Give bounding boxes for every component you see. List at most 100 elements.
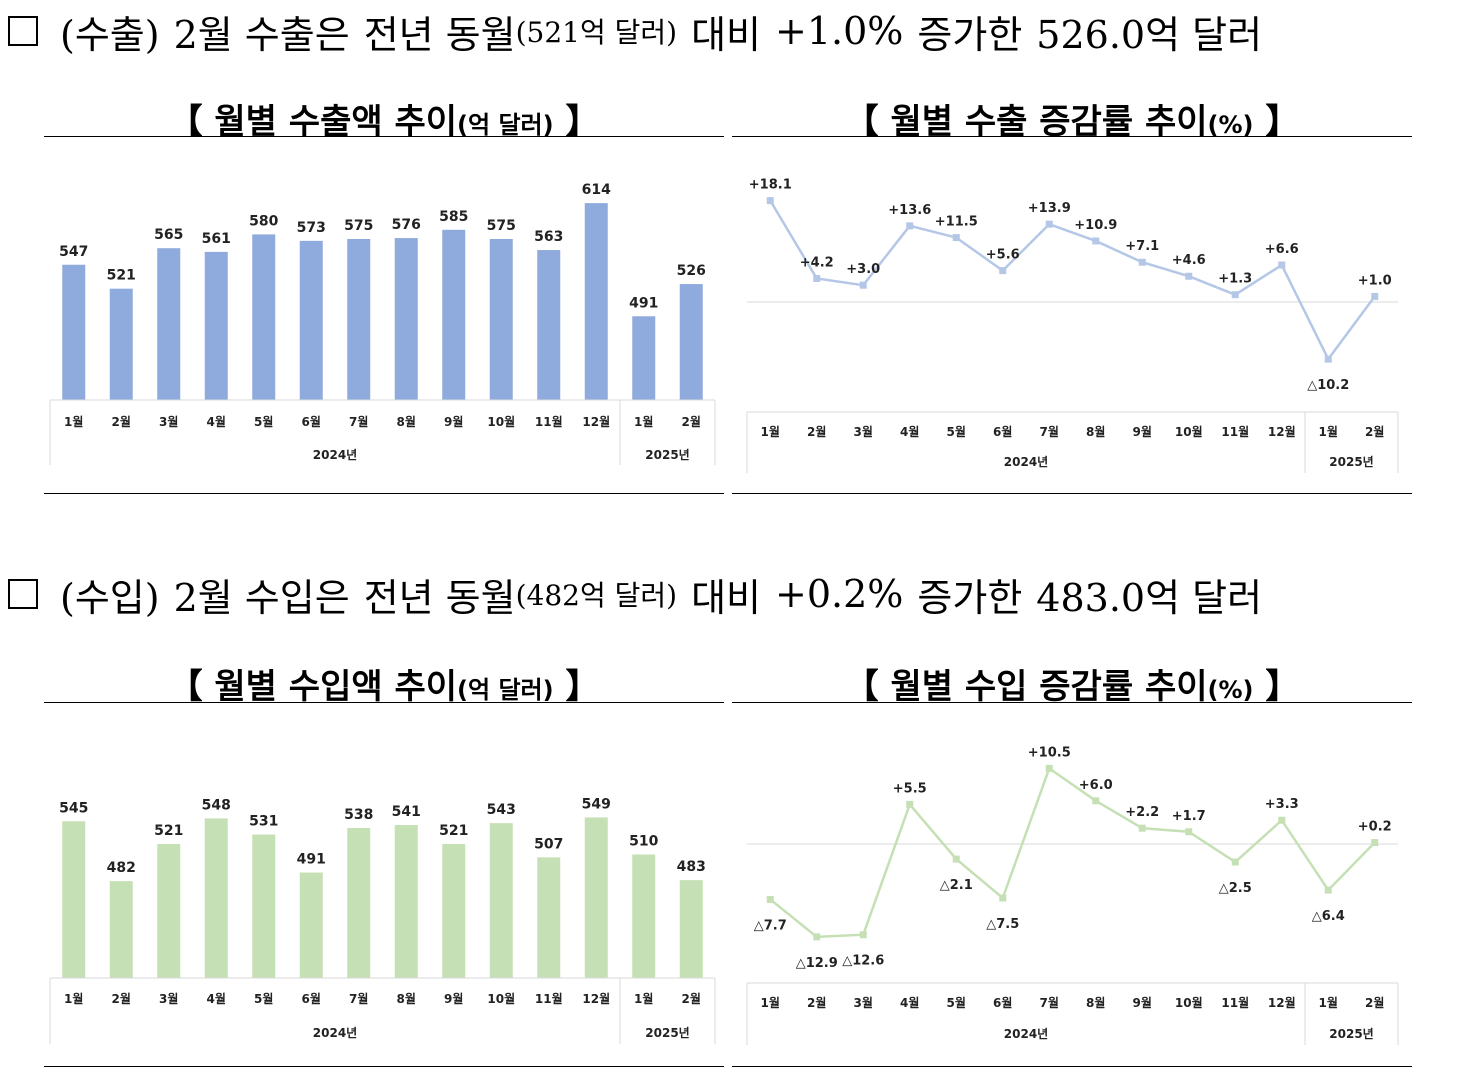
title-text: 【 월별 수출 증감률 추이 xyxy=(844,102,1208,142)
month-tick-label: 1월 xyxy=(634,991,653,1006)
month-tick-label: 4월 xyxy=(207,414,226,429)
data-point xyxy=(1371,839,1379,847)
data-label: 491 xyxy=(297,852,326,868)
data-point xyxy=(1092,797,1100,805)
title-text: 【 월별 수출액 추이 xyxy=(168,102,458,142)
month-tick-label: 11월 xyxy=(535,991,563,1006)
data-point xyxy=(1231,291,1239,299)
month-tick-label: 7월 xyxy=(349,414,368,429)
month-tick-label: 6월 xyxy=(993,995,1012,1010)
data-label: △7.7 xyxy=(754,918,787,933)
data-label: 543 xyxy=(487,802,516,818)
divider xyxy=(44,702,724,703)
data-label: 482 xyxy=(107,860,136,876)
month-tick-label: 2월 xyxy=(1365,424,1384,439)
month-tick-label: 2월 xyxy=(807,424,826,439)
month-tick-label: 1월 xyxy=(761,424,780,439)
month-tick-label: 9월 xyxy=(444,991,463,1006)
data-label: 521 xyxy=(439,823,468,839)
data-point xyxy=(906,800,914,808)
bar xyxy=(109,881,133,978)
month-tick-label: 1월 xyxy=(1319,424,1338,439)
headline-part2: 대비 xyxy=(691,575,762,620)
month-tick-label: 1월 xyxy=(64,414,83,429)
data-label: △10.2 xyxy=(1307,378,1349,393)
title-text: 【 월별 수입액 추이 xyxy=(168,667,458,707)
data-label: △2.5 xyxy=(1219,881,1252,896)
data-label: 614 xyxy=(582,182,611,198)
month-tick-label: 7월 xyxy=(1040,995,1059,1010)
month-tick-label: 9월 xyxy=(1133,424,1152,439)
divider xyxy=(732,702,1412,703)
month-tick-label: 5월 xyxy=(947,995,966,1010)
import-rate-line-chart: △7.7 △12.9 △12.6 +5.5 △2.1 △7.5 +10.5 +6.0 +2.2 +… xyxy=(746,745,1399,1045)
headline-tag: (수입) xyxy=(60,575,160,620)
data-label: +1.3 xyxy=(1218,272,1252,287)
data-point xyxy=(952,234,960,242)
month-tick-label: 6월 xyxy=(993,424,1012,439)
month-tick-label: 2월 xyxy=(682,991,701,1006)
title-unit: (%) xyxy=(1207,676,1254,704)
headline-main: 2월 수출은 xyxy=(173,12,350,57)
data-label: +13.9 xyxy=(1028,201,1071,216)
month-tick-label: 2월 xyxy=(682,414,701,429)
series-line xyxy=(769,766,1376,939)
data-label: +18.1 xyxy=(749,178,792,193)
data-label: +3.0 xyxy=(846,262,880,277)
divider xyxy=(732,493,1412,494)
bar xyxy=(347,827,371,978)
month-tick-label: 10월 xyxy=(487,414,515,429)
title-unit: (억 달러) xyxy=(457,111,554,139)
bar xyxy=(299,240,323,400)
title-text: 【 월별 수입 증감률 추이 xyxy=(844,667,1208,707)
month-tick-label: 12월 xyxy=(1268,424,1296,439)
bar xyxy=(157,844,181,978)
checkbox-square-icon xyxy=(8,579,38,609)
divider xyxy=(44,136,724,137)
export-rate-line-chart: +18.1 +4.2 +3.0 +13.6 +11.5 +5.6 +13.9+10.9 +7.… xyxy=(746,178,1399,473)
data-point xyxy=(1231,858,1239,866)
data-label: 526 xyxy=(677,263,706,279)
headline-value: 526.0억 달러 xyxy=(1036,12,1263,57)
bar xyxy=(584,817,608,978)
month-tick-label: 2월 xyxy=(112,414,131,429)
bar xyxy=(537,250,561,400)
headline-part3: 증가한 xyxy=(917,12,1023,57)
year-label: 2025년 xyxy=(1329,1027,1373,1041)
divider xyxy=(44,1066,724,1067)
title-close: 】 xyxy=(1265,102,1300,142)
month-tick-label: 10월 xyxy=(487,991,515,1006)
data-point xyxy=(766,895,774,903)
title-close: 】 xyxy=(565,667,600,707)
month-tick-label: 2월 xyxy=(112,991,131,1006)
headline-main: 2월 수입은 xyxy=(173,575,350,620)
month-tick-label: 1월 xyxy=(64,991,83,1006)
bar xyxy=(62,821,86,978)
bar xyxy=(299,872,323,978)
month-tick-label: 11월 xyxy=(1221,424,1249,439)
data-point xyxy=(1045,764,1053,772)
month-tick-label: 10월 xyxy=(1175,424,1203,439)
month-tick-label: 12월 xyxy=(582,991,610,1006)
data-label: 521 xyxy=(107,268,136,284)
export-rate-title: 【 월별 수출 증감률 추이(%) 】 xyxy=(732,94,1412,143)
data-label: 538 xyxy=(344,807,373,823)
data-label: 549 xyxy=(582,796,611,812)
title-unit: (억 달러) xyxy=(457,676,554,704)
data-label: 573 xyxy=(297,220,326,236)
data-point xyxy=(1278,261,1286,269)
import-rate-title: 【 월별 수입 증감률 추이(%) 】 xyxy=(732,659,1412,708)
bar xyxy=(442,229,466,400)
headline-part2: 대비 xyxy=(691,12,762,57)
data-label: 563 xyxy=(534,229,563,245)
data-label: 561 xyxy=(202,231,231,247)
data-label: 580 xyxy=(249,213,278,229)
data-label: 565 xyxy=(154,227,183,243)
data-point xyxy=(1045,220,1053,228)
data-label: 585 xyxy=(439,209,468,225)
year-label: 2025년 xyxy=(645,1026,689,1040)
data-point xyxy=(859,931,867,939)
year-label: 2025년 xyxy=(1329,455,1373,469)
data-label: +4.6 xyxy=(1172,253,1206,268)
month-tick-label: 1월 xyxy=(1319,995,1338,1010)
